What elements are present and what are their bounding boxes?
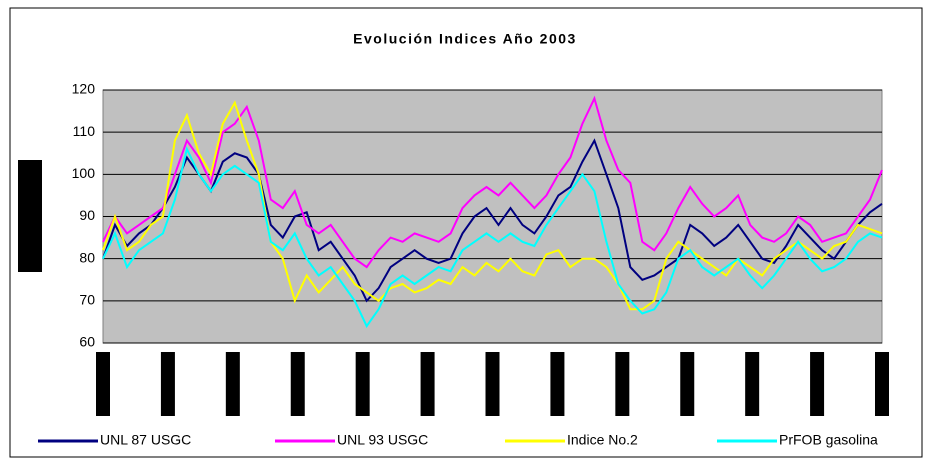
- legend-label: UNL 93 USGC: [337, 432, 428, 448]
- redaction: [810, 352, 825, 416]
- legend-label: UNL 87 USGC: [100, 432, 191, 448]
- redaction: [225, 352, 240, 416]
- series-line: [102, 138, 883, 303]
- redaction: [96, 352, 110, 416]
- y-tick-label: 110: [73, 123, 96, 139]
- redaction: [18, 160, 42, 272]
- redaction: [355, 352, 370, 416]
- y-tick-label: 90: [79, 207, 95, 223]
- series-line: [102, 95, 883, 269]
- series-line: [102, 145, 883, 329]
- redaction: [420, 352, 435, 416]
- redaction: [875, 352, 889, 416]
- series-line: [102, 100, 883, 311]
- y-tick-label: 120: [72, 81, 96, 97]
- redaction: [485, 352, 500, 416]
- y-tick-label: 100: [72, 165, 96, 181]
- redaction: [290, 352, 305, 416]
- redaction: [680, 352, 695, 416]
- legend-label: Indice No.2: [567, 432, 638, 448]
- redaction: [745, 352, 760, 416]
- x-redactions: [96, 352, 889, 416]
- redaction: [550, 352, 565, 416]
- y-tick-label: 60: [79, 334, 95, 350]
- chart-title: Evolución Indices Año 2003: [353, 31, 577, 47]
- y-tick-label: 80: [79, 249, 95, 265]
- y-tick-label: 70: [79, 292, 95, 308]
- redaction: [615, 352, 630, 416]
- legend-label: PrFOB gasolina: [779, 432, 878, 448]
- redaction: [160, 352, 175, 416]
